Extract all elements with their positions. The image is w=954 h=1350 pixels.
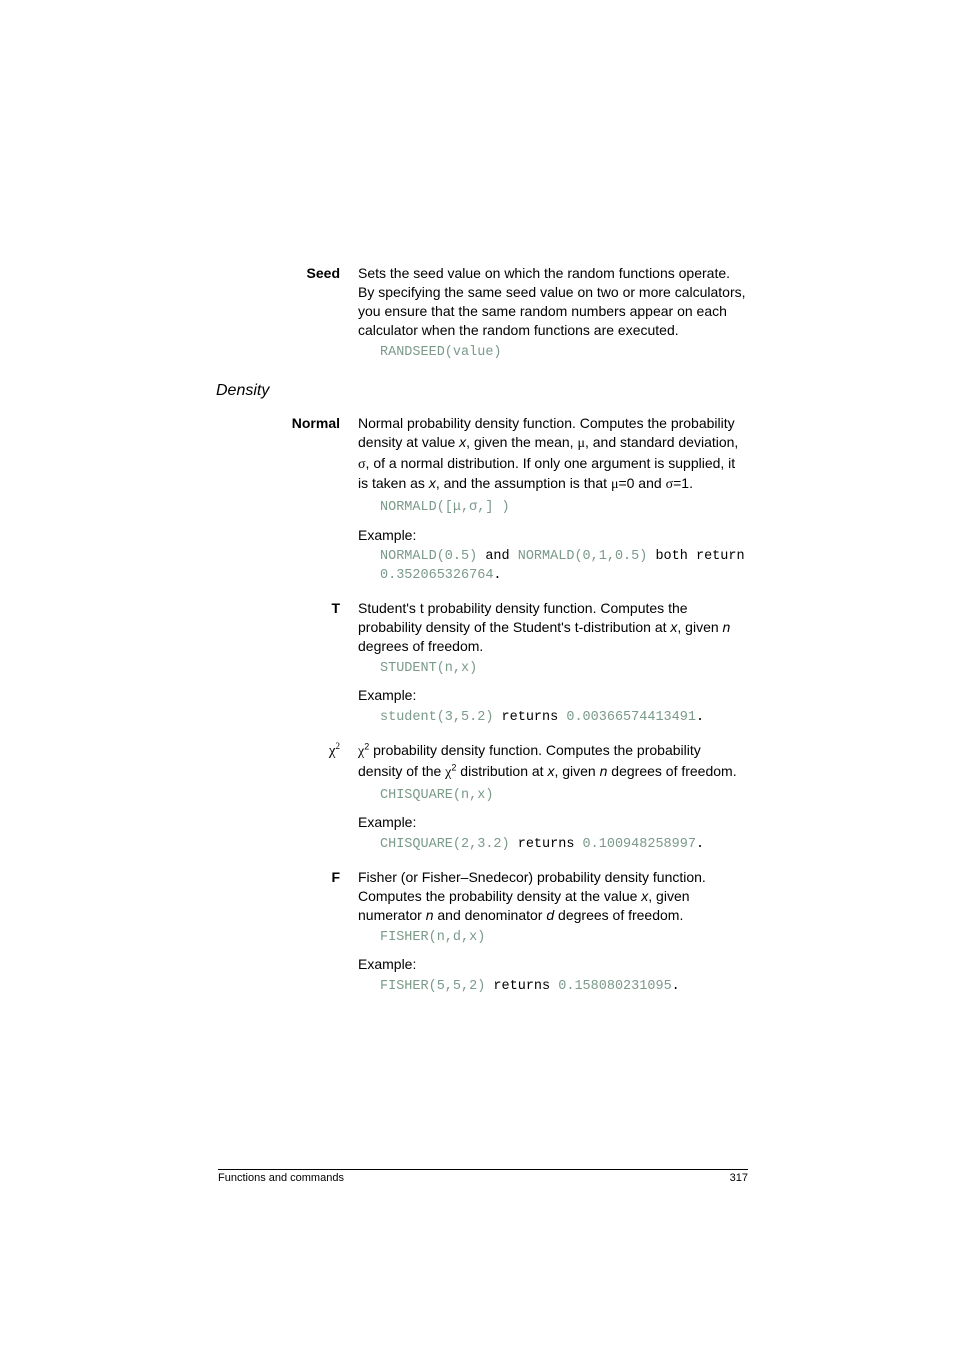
chi-ex-code: CHISQUARE(2,3.2) <box>380 837 510 852</box>
t-ex-ret: returns <box>493 710 566 725</box>
footer-title: Functions and commands <box>218 1172 344 1184</box>
chi-ex-ret: returns <box>510 837 583 852</box>
footer-page-number: 317 <box>730 1172 748 1184</box>
normal-syn-post: ,] ) <box>477 500 509 515</box>
label-f: F <box>218 868 358 1004</box>
chi-example: CHISQUARE(2,3.2) returns 0.100948258997. <box>380 836 748 854</box>
t-desc: Student's t probability density function… <box>358 599 748 656</box>
body-seed: Sets the seed value on which the random … <box>358 264 748 370</box>
seed-syntax: RANDSEED(value) <box>380 344 748 362</box>
entry-chi: χ2 χ2 probability density function. Comp… <box>218 741 748 862</box>
chi-mid2: distribution at <box>456 763 547 779</box>
normal-eq0: =0 and <box>618 475 665 491</box>
normal-syn-mu: μ <box>453 500 461 515</box>
f-ex-res: 0.158080231095 <box>558 979 671 994</box>
f-ex-p: . <box>672 979 680 994</box>
entry-normal: Normal Normal probability density functi… <box>218 414 748 593</box>
entry-seed: Seed Sets the seed value on which the ra… <box>218 264 748 370</box>
chi-ex-p: . <box>696 837 704 852</box>
normal-mid2: , and standard deviation, <box>585 434 738 450</box>
normal-eq1: =1. <box>673 475 693 491</box>
body-chi: χ2 probability density function. Compute… <box>358 741 748 862</box>
f-example-label: Example: <box>358 955 748 974</box>
chi-example-label: Example: <box>358 813 748 832</box>
chi-mid3: , given <box>554 763 599 779</box>
f-mid2: and denominator <box>434 907 547 923</box>
page-footer: Functions and commands 317 <box>218 1169 748 1184</box>
f-d: d <box>546 907 554 923</box>
normal-x2: x <box>429 475 436 491</box>
label-seed: Seed <box>218 264 358 370</box>
t-n: n <box>723 619 731 635</box>
density-heading: Density <box>216 382 748 400</box>
t-example-label: Example: <box>358 686 748 705</box>
normal-ex-res: 0.352065326764 <box>380 568 493 583</box>
normal-sigma: σ <box>358 457 366 472</box>
f-example: FISHER(5,5,2) returns 0.158080231095. <box>380 978 748 996</box>
f-ex-ret: returns <box>485 979 558 994</box>
entry-f: F Fisher (or Fisher–Snedecor) probabilit… <box>218 868 748 1004</box>
normal-mid1: , given the mean, <box>466 434 577 450</box>
normal-syn-c1: , <box>461 500 469 515</box>
t-mid: , given <box>677 619 722 635</box>
chi-sym: χ <box>329 743 336 759</box>
label-normal: Normal <box>218 414 358 593</box>
label-t: T <box>218 599 358 735</box>
t-post: degrees of freedom. <box>358 638 483 654</box>
t-ex-res: 0.00366574413491 <box>566 710 696 725</box>
normal-ex-both: both return <box>647 549 744 564</box>
t-ex-p: . <box>696 710 704 725</box>
normal-ex-c1: NORMALD(0.5) <box>380 549 477 564</box>
f-post: degrees of freedom. <box>554 907 683 923</box>
t-example: student(3,5.2) returns 0.00366574413491. <box>380 709 748 727</box>
f-syntax: FISHER(n,d,x) <box>380 929 748 947</box>
page-content: Seed Sets the seed value on which the ra… <box>218 264 748 1010</box>
normal-sigma2: σ <box>666 477 674 492</box>
chi-ex-res: 0.100948258997 <box>583 837 696 852</box>
label-chi: χ2 <box>218 741 358 862</box>
normal-ex-and: and <box>477 549 518 564</box>
normal-syntax: NORMALD([μ,σ,] ) <box>380 499 748 517</box>
entry-t: T Student's t probability density functi… <box>218 599 748 735</box>
normal-mu: μ <box>577 436 585 451</box>
normal-example-label: Example: <box>358 526 748 545</box>
f-n: n <box>426 907 434 923</box>
chi-syntax: CHISQUARE(n,x) <box>380 787 748 805</box>
f-ex-code: FISHER(5,5,2) <box>380 979 485 994</box>
chi-post: degrees of freedom. <box>607 763 736 779</box>
body-f: Fisher (or Fisher–Snedecor) probability … <box>358 868 748 1004</box>
f-desc: Fisher (or Fisher–Snedecor) probability … <box>358 868 748 925</box>
normal-syn-pre: NORMALD([ <box>380 500 453 515</box>
t-ex-code: student(3,5.2) <box>380 710 493 725</box>
body-normal: Normal probability density function. Com… <box>358 414 748 593</box>
t-pre: Student's t probability density function… <box>358 600 688 635</box>
normal-ex-c2: NORMALD(0,1,0.5) <box>518 549 648 564</box>
normal-mid4: , and the assumption is that <box>436 475 611 491</box>
chi-desc: χ2 probability density function. Compute… <box>358 741 748 783</box>
normal-desc: Normal probability density function. Com… <box>358 414 748 496</box>
normal-example: NORMALD(0.5) and NORMALD(0,1,0.5) both r… <box>380 548 748 584</box>
body-t: Student's t probability density function… <box>358 599 748 735</box>
seed-desc: Sets the seed value on which the random … <box>358 264 748 340</box>
t-syntax: STUDENT(n,x) <box>380 660 748 678</box>
chi-sup: 2 <box>336 741 341 751</box>
normal-ex-p: . <box>493 568 501 583</box>
